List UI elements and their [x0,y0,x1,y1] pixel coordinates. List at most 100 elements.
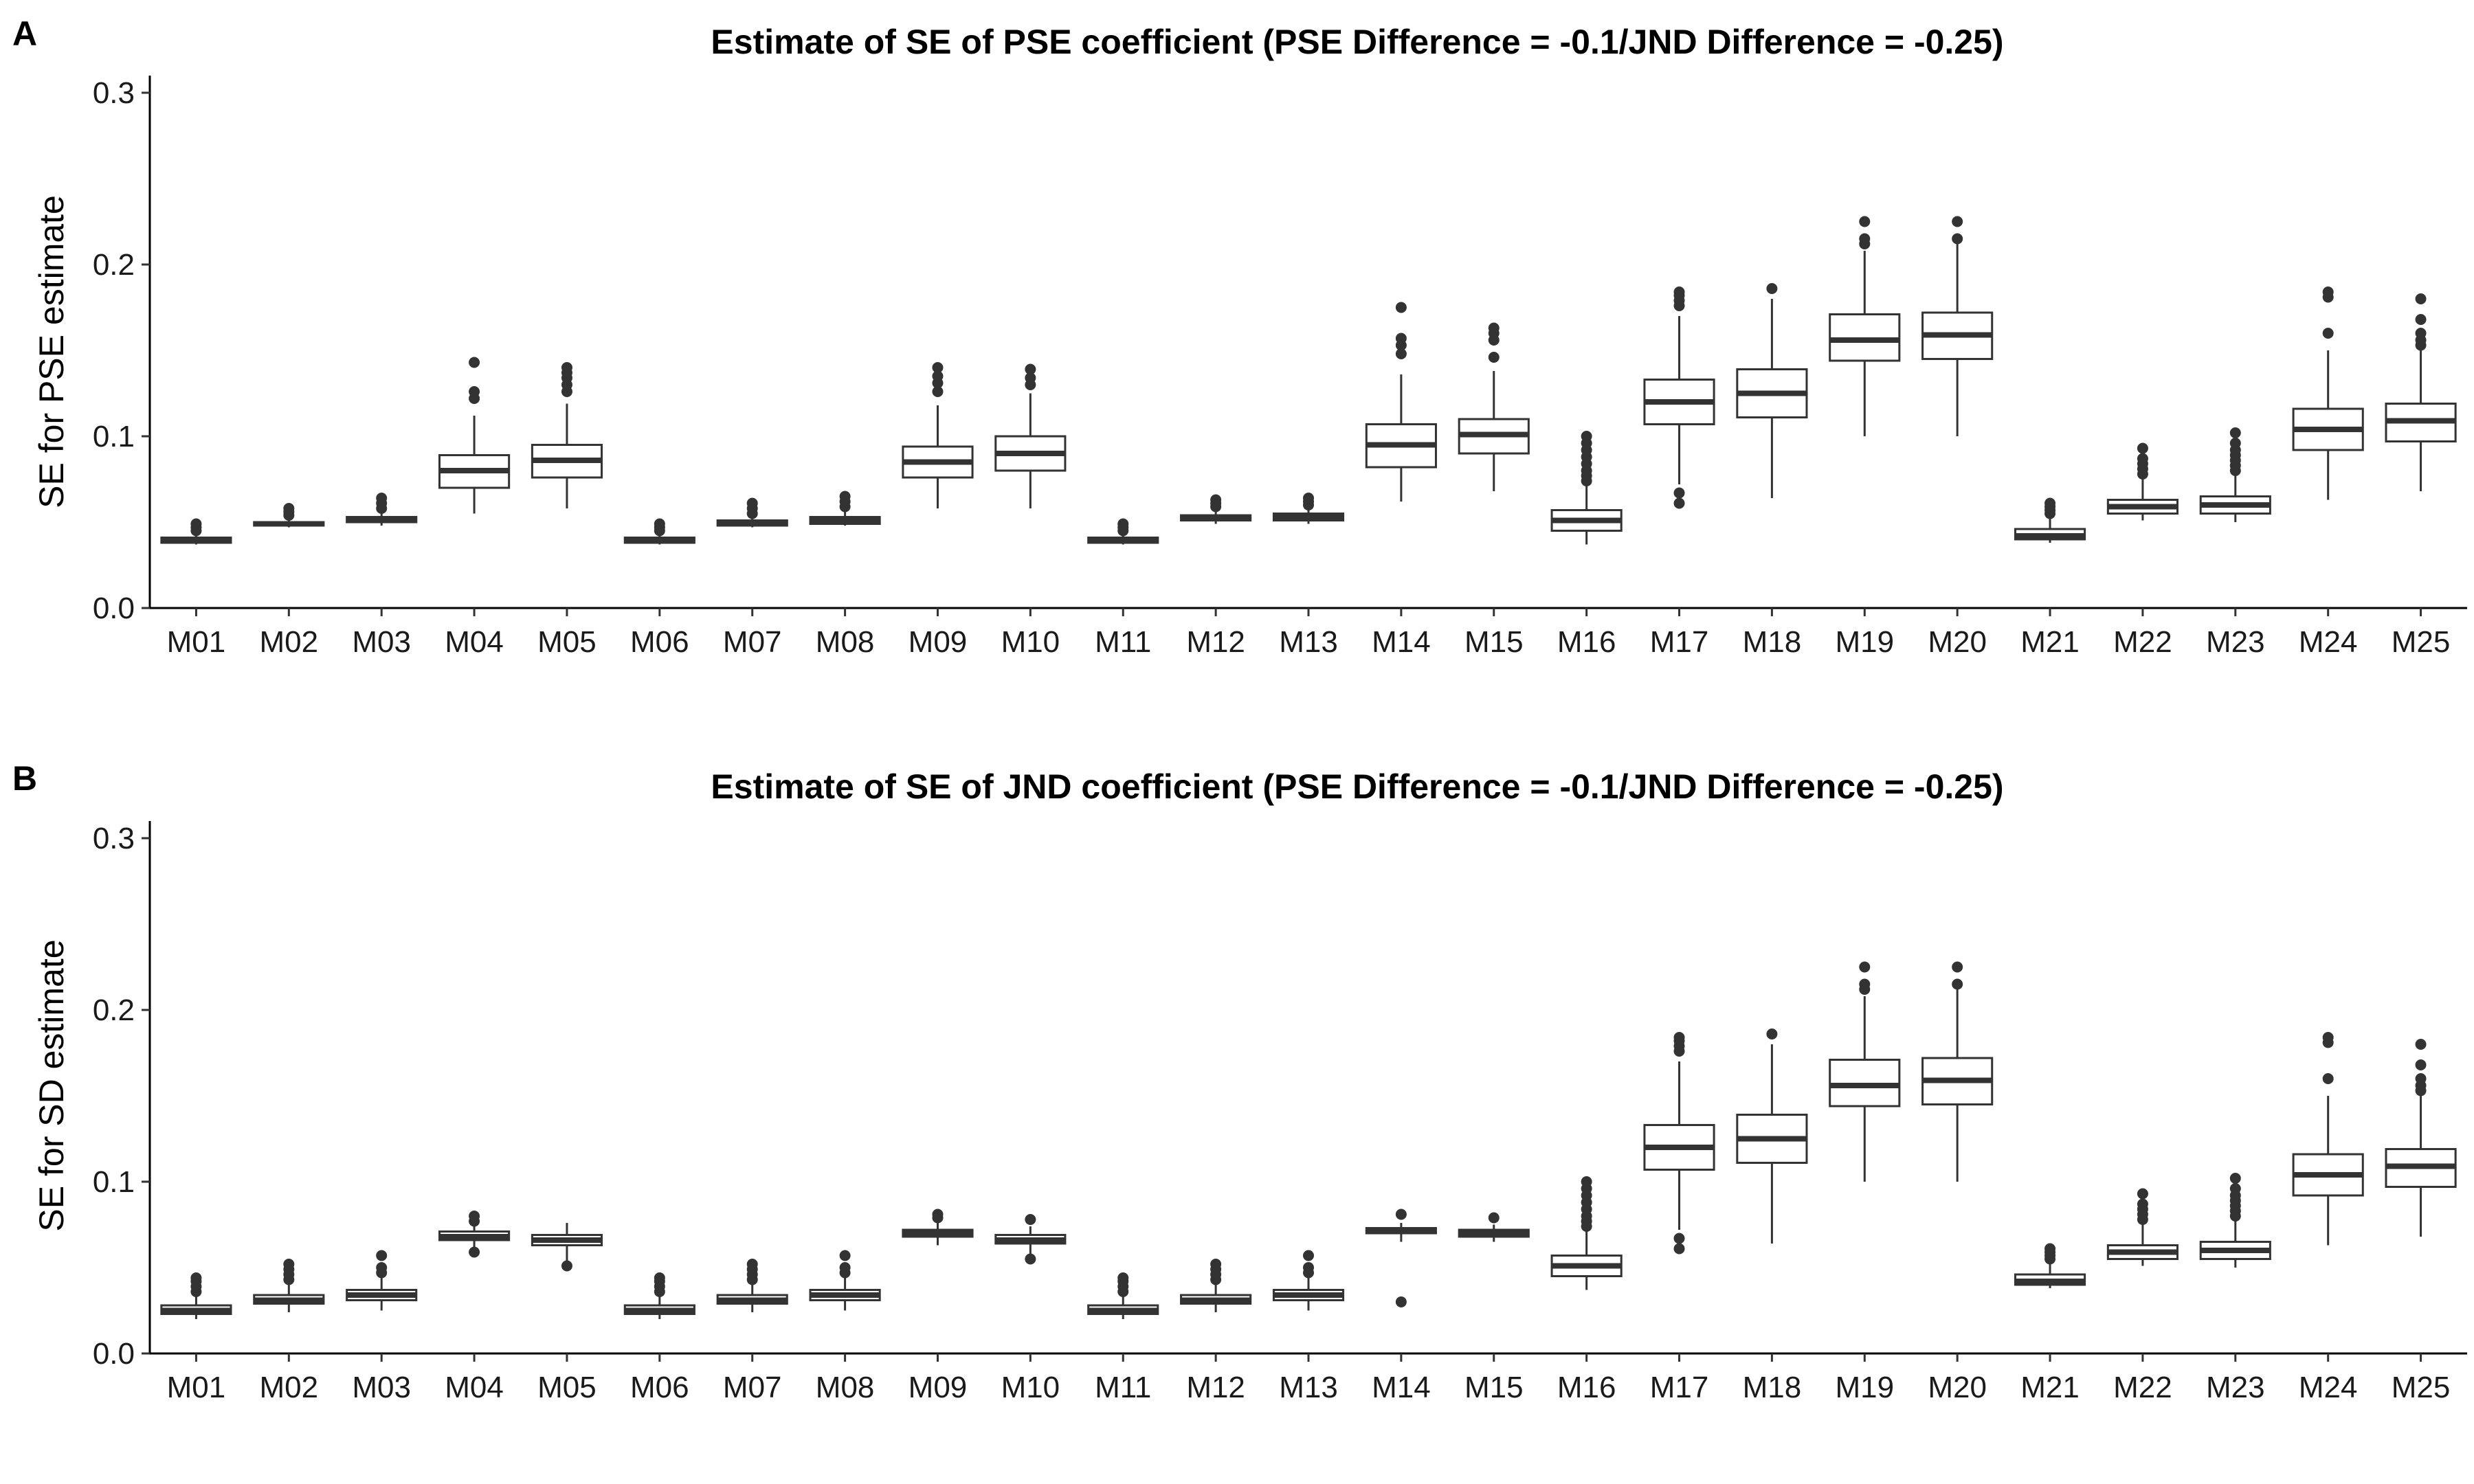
panel-a-x-tick-label: M16 [1557,625,1616,659]
outlier-point [1117,1272,1129,1283]
panel-a-box-m12 [1180,494,1252,524]
panel-a-box-m09 [902,362,974,508]
outlier-point [1673,1032,1685,1043]
outlier-point [1673,286,1685,297]
panel-b-box-m12 [1180,1259,1252,1312]
panel-b-box-m09 [902,1208,974,1246]
outlier-point [654,1272,665,1283]
panel-a-box-m04 [438,357,511,514]
outlier-point [2229,438,2241,449]
panel-a-box-m25 [2385,293,2457,491]
panel-b-y-tick-label: 0.3 [93,822,135,855]
outlier-point [1952,978,1963,990]
outlier-point [1859,233,1871,245]
panel-b-box-m20 [1921,961,1994,1182]
outlier-point [2137,453,2148,464]
outlier-point [2044,497,2056,509]
panel-b-x-tick-label: M20 [1928,1371,1987,1404]
panel-b-x-tick-label: M18 [1743,1371,1802,1404]
outlier-point [1303,1262,1314,1273]
outlier-point [839,491,851,502]
panel-a-x-tick-label: M19 [1835,625,1894,659]
panel-b-x-tick-label: M06 [630,1371,689,1404]
outlier-point [2322,1032,2334,1043]
panel-b-box-m23 [2199,1173,2271,1268]
outlier-point [1210,1259,1222,1270]
panel-b-box-m11 [1087,1272,1159,1319]
panel-b-x-tick-label: M15 [1464,1371,1524,1404]
panel-a-y-tick-label: 0.3 [93,76,135,110]
panel-a-box-m13 [1272,493,1345,524]
outlier-point [1859,961,1871,973]
outlier-point [1673,1243,1685,1255]
outlier-point [190,1272,202,1283]
panel-b-box-m03 [346,1250,418,1311]
panel-b-y-axis-label: SE for SD estimate [32,939,71,1231]
panel-a-x-tick-label: M15 [1464,625,1524,659]
panel-b-x-tick-label: M09 [909,1371,968,1404]
panel-b-box-m06 [623,1272,695,1319]
panel-b-x-tick-label: M12 [1186,1371,1245,1404]
outlier-point [1395,302,1407,313]
panel-a-y-tick-label: 0.0 [93,592,135,625]
panel-a-box-m01 [160,518,232,545]
outlier-point [1673,487,1685,499]
panel-b-x-tick-label: M25 [2392,1371,2451,1404]
outlier-point [932,362,944,373]
panel-a-box-m07 [716,497,788,528]
outlier-point [746,1259,758,1270]
outlier-point [1303,493,1314,504]
panel-b-box-m17 [1643,1032,1715,1255]
panel-a-box-m03 [346,493,418,526]
panel-a-x-tick-label: M08 [816,625,875,659]
outlier-point [283,503,295,514]
outlier-point [561,362,572,373]
panel-a-x-tick-label: M23 [2206,625,2265,659]
panel-b-box-m24 [2292,1032,2364,1246]
panel-b-x-tick-label: M17 [1650,1371,1709,1404]
panel-a-box-m06 [623,518,695,545]
panel-a-x-tick-label: M25 [2392,625,2451,659]
outlier-point [932,1208,944,1220]
panel-b-box-m13 [1272,1250,1345,1311]
outlier-point [2415,1073,2427,1084]
panel-b-box-m02 [253,1259,325,1312]
panel-a-box-m02 [253,503,325,528]
panel-b-x-tick-label: M11 [1095,1371,1151,1404]
panel-b-box-m18 [1736,1028,1808,1244]
outlier-point [2415,1039,2427,1050]
outlier-point [1673,497,1685,509]
outlier-point [2137,1198,2148,1210]
outlier-point [1952,216,1963,227]
panel-b-box-m21 [2014,1243,2086,1288]
outlier-point [839,1262,851,1273]
outlier-point [1488,352,1500,363]
outlier-point [190,518,202,530]
outlier-point [1395,1296,1407,1307]
panel-b-box-m05 [531,1223,603,1272]
panel-a-title: Estimate of SE of PSE coefficient (PSE D… [711,23,2003,61]
panel-a-x-tick-label: M18 [1743,625,1802,659]
panel-a-y-tick-label: 0.2 [93,248,135,282]
panel-a-box-m11 [1087,518,1159,545]
outlier-point [1581,431,1592,442]
panel-b-box-m08 [809,1250,881,1311]
outlier-point [1025,372,1036,383]
panel-a-box-m19 [1829,216,1901,436]
panel-a-x-tick-label: M04 [445,625,504,659]
panel-a-box-m21 [2014,497,2086,543]
panel-a-x-tick-label: M02 [260,625,319,659]
panel-b-box-m19 [1829,961,1901,1182]
outlier-point [1766,1028,1778,1039]
panel-a-box-m15 [1458,322,1530,491]
outlier-point [2322,286,2334,297]
outlier-point [1117,518,1129,530]
outlier-point [376,493,388,504]
panel-a-box-m16 [1550,431,1623,545]
panel-b-box-m01 [160,1272,232,1319]
panel-b-x-tick-label: M05 [537,1371,597,1404]
outlier-point [1395,348,1407,359]
panel-b-box-m15 [1458,1212,1530,1242]
outlier-point [1210,494,1222,506]
